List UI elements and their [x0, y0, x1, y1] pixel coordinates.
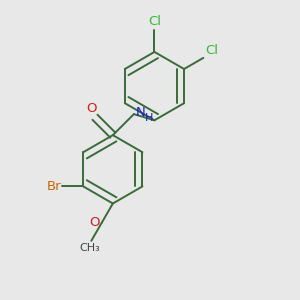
Text: Br: Br: [46, 180, 61, 193]
Text: N: N: [136, 106, 146, 119]
Text: Cl: Cl: [206, 44, 219, 57]
Text: Cl: Cl: [148, 15, 161, 28]
Text: O: O: [90, 216, 100, 229]
Text: O: O: [86, 102, 97, 115]
Text: CH₃: CH₃: [80, 243, 100, 253]
Text: H: H: [145, 113, 153, 123]
